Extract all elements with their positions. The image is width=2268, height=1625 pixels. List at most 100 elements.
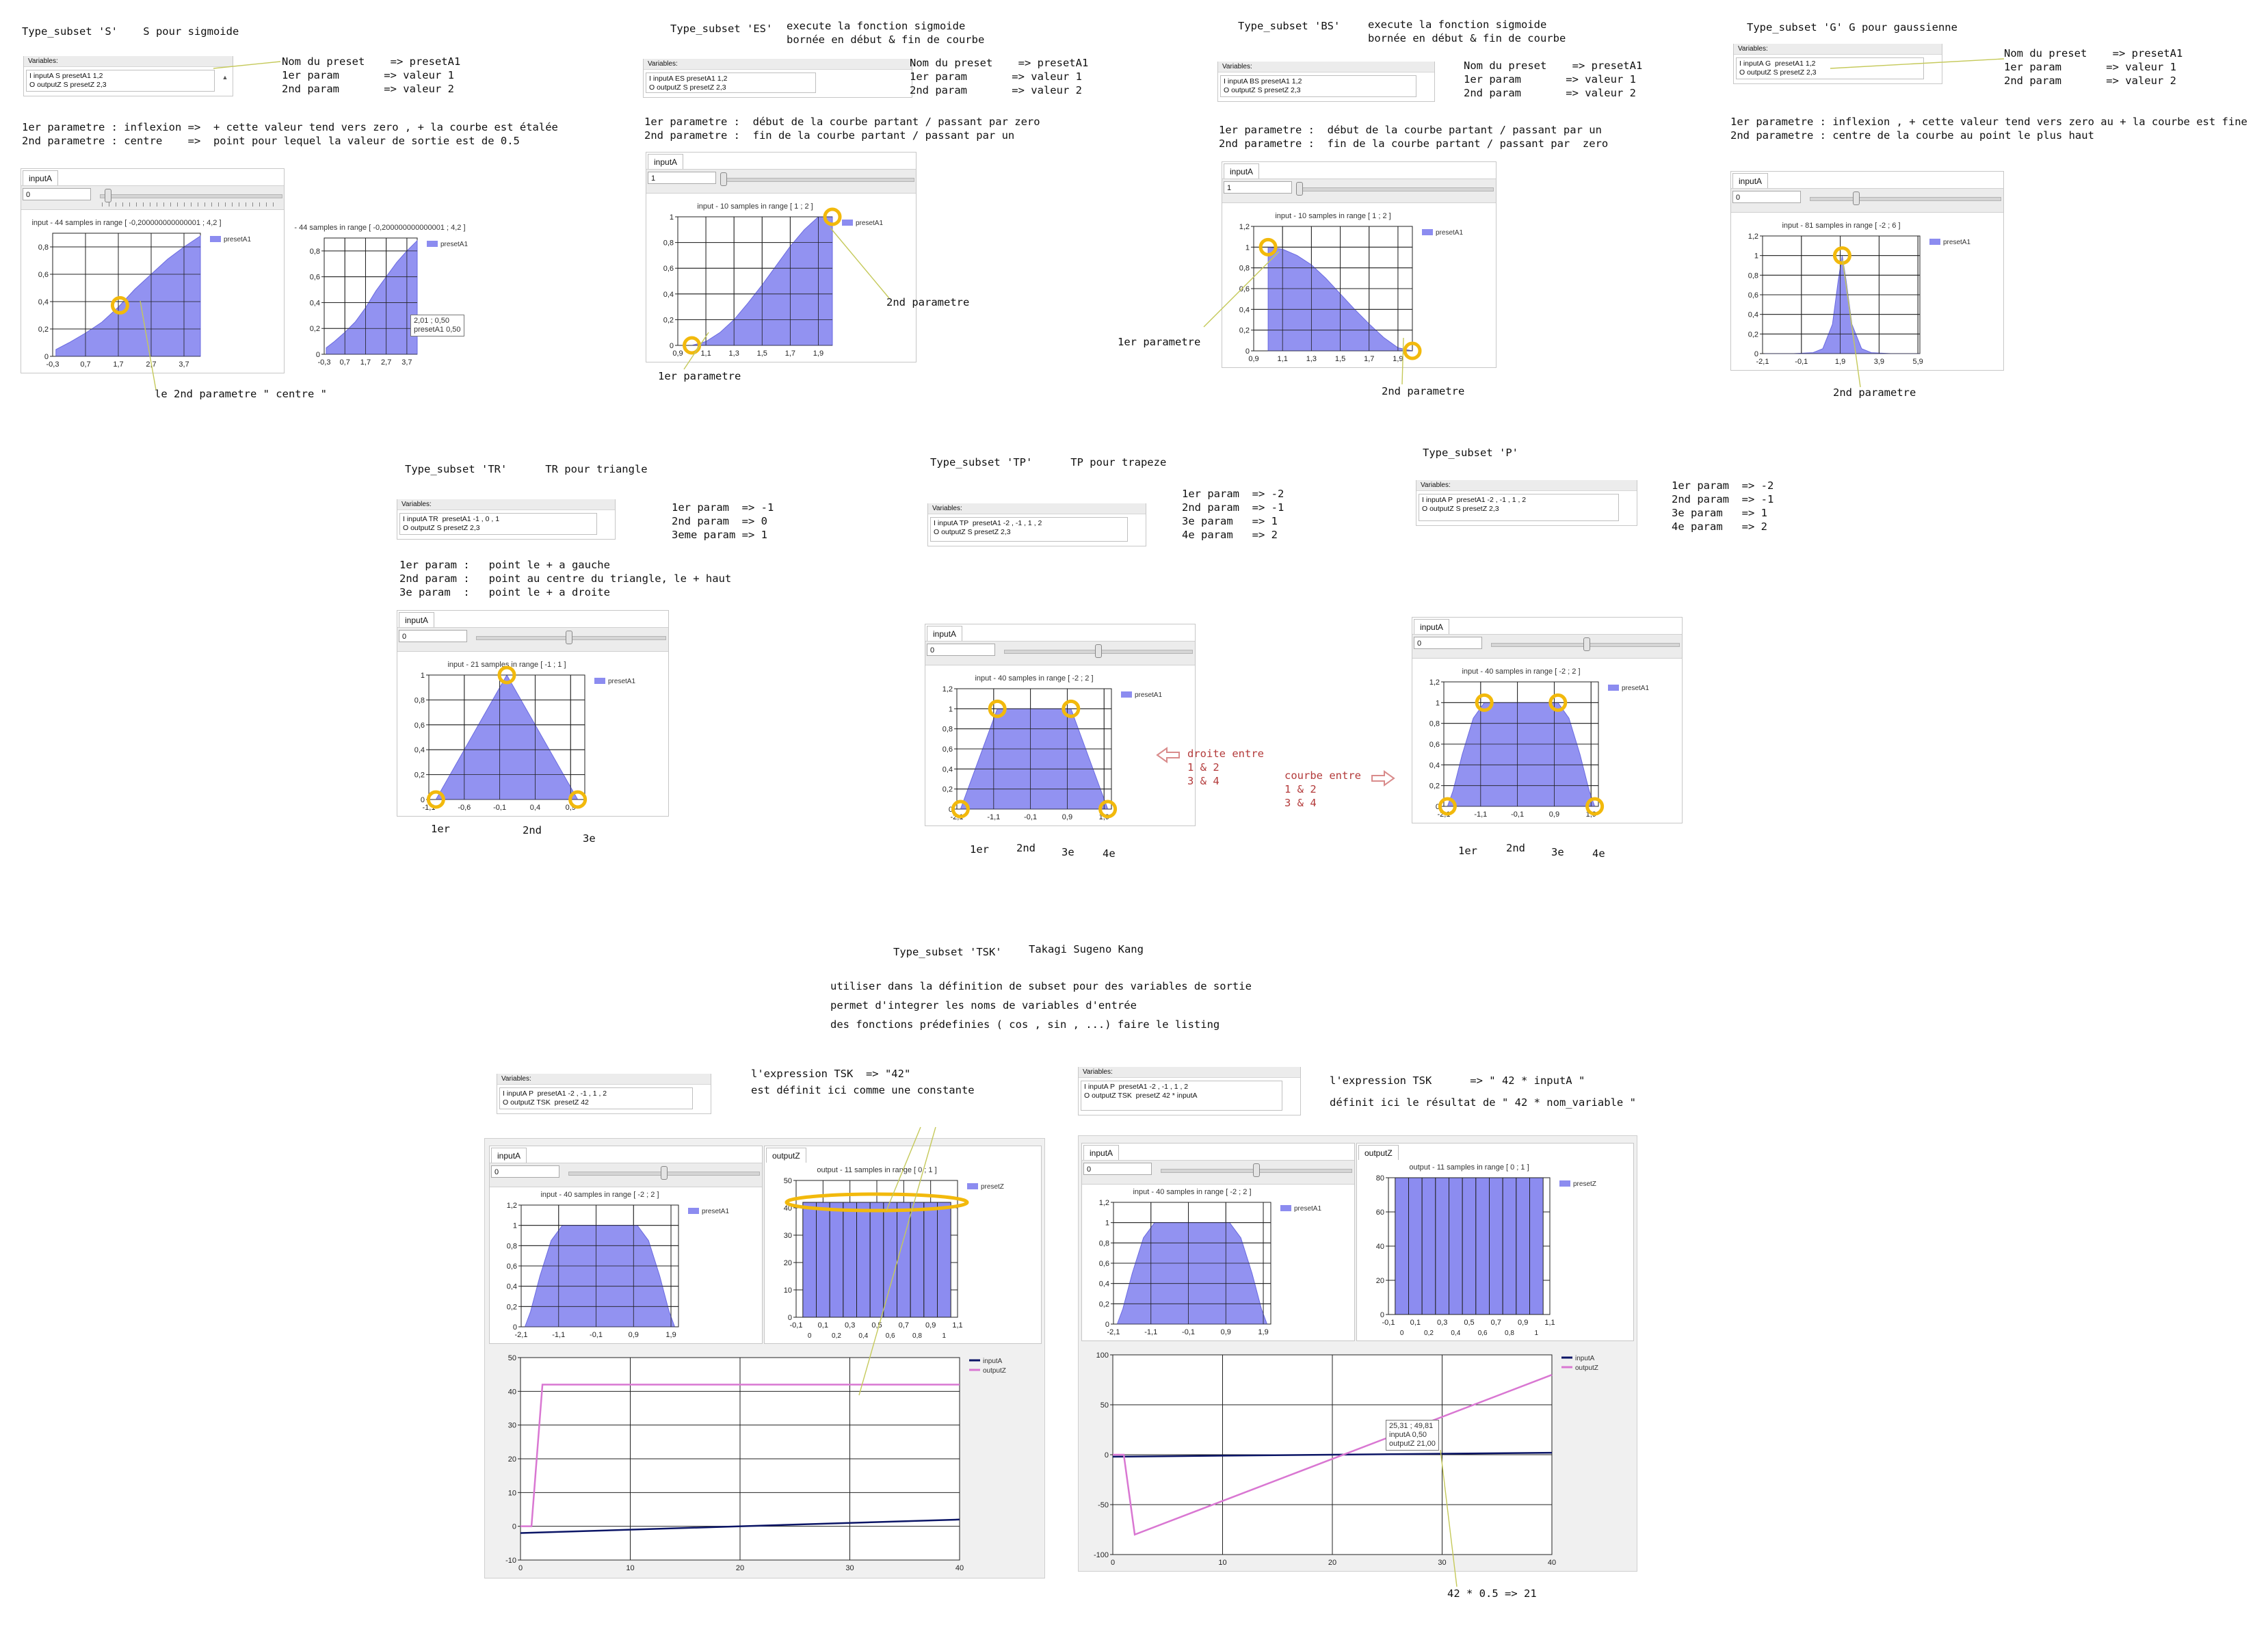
variables-line: O outputZ S presetZ 2,3 — [934, 528, 1011, 536]
value-field[interactable]: 0 — [23, 188, 91, 200]
tsk-left-variables-box[interactable]: Variables: I inputA P presetA1 -2 , -1 ,… — [497, 1074, 711, 1114]
value-field[interactable]: 0 — [1414, 637, 1482, 649]
x-tick-label: -0,1 — [1511, 810, 1524, 819]
slider-strip: 0 — [1412, 634, 1682, 659]
y-tick-label: 0,4 — [507, 1283, 517, 1291]
x-tick-label: 0,8 — [1505, 1330, 1514, 1337]
y-tick-label: 1 — [513, 1222, 517, 1230]
slider-thumb[interactable] — [1095, 644, 1102, 658]
es-variables-box[interactable]: Variables: I inputA ES presetA1 1,2 O out… — [643, 59, 912, 98]
x-tick-label: -1,1 — [987, 813, 1000, 821]
p-variables-box[interactable]: Variables: I inputA P presetA1 -2 , -1 ,… — [1416, 480, 1637, 526]
variables-list[interactable]: I inputA ES presetA1 1,2 O outputZ S pres… — [646, 72, 816, 93]
value-field[interactable]: 1 — [648, 172, 716, 184]
slider-track[interactable] — [1301, 187, 1494, 191]
value-field[interactable]: 0 — [1083, 1163, 1152, 1175]
tooltip-line: inputA 0,50 — [1389, 1431, 1427, 1439]
tab-inputA[interactable]: inputA — [491, 1148, 527, 1163]
scroll-up-icon[interactable]: ▲ — [222, 74, 228, 81]
intro-line: utiliser dans la définition de subset po… — [830, 980, 1252, 992]
x-tick-label: 0,8 — [912, 1332, 922, 1340]
note-line: est définit ici comme une constante — [751, 1084, 975, 1096]
y-tick-label: 0 — [1754, 350, 1758, 358]
x-tick-label: 1,5 — [1335, 355, 1345, 363]
tab-inputA[interactable]: inputA — [1224, 163, 1260, 179]
tab-inputA[interactable]: inputA — [648, 154, 684, 169]
slider-ticks — [102, 202, 280, 207]
x-tick-label: 1,5 — [757, 349, 767, 358]
variables-list[interactable]: I inputA BS presetA1 1,2 O outputZ S pres… — [1220, 75, 1416, 97]
variables-line: O outputZ TSK presetZ 42 — [503, 1098, 589, 1107]
variables-list[interactable]: I inputA S presetA1 1,2 O outputZ S prese… — [26, 70, 215, 92]
tab-outputZ[interactable]: outputZ — [766, 1148, 806, 1163]
slider-thumb[interactable] — [1853, 191, 1860, 205]
slider-track[interactable] — [725, 178, 914, 182]
tr-label-1er: 1er — [431, 823, 450, 835]
value-field[interactable]: 0 — [927, 644, 995, 656]
arrow-left-icon — [1156, 747, 1180, 763]
x-tick-label: 1,9 — [1835, 358, 1845, 366]
variables-list[interactable]: I inputA G presetA1 1,2 O outputZ S prese… — [1736, 57, 1924, 79]
highlight-ring — [110, 295, 129, 315]
y-tick-label: 0,8 — [414, 696, 425, 704]
x-tick-label: -0,1 — [1182, 1328, 1195, 1336]
tab-inputA[interactable]: inputA — [23, 170, 59, 185]
variables-header: Variables: — [397, 499, 615, 510]
g-variables-box[interactable]: Variables: I inputA G presetA1 1,2 O outp… — [1733, 44, 1942, 84]
tsk-left-output-chart: output - 11 samples in range [ 0 ; 1 ] 0 1… — [784, 1166, 1004, 1340]
legend-label: inputA — [983, 1358, 1003, 1365]
slider-strip: 0 — [21, 185, 284, 210]
s-variables-box[interactable]: Variables: I inputA S presetA1 1,2 O outp… — [23, 56, 233, 96]
tab-inputA[interactable]: inputA — [1732, 173, 1769, 188]
bs-desc: execute la fonction sigmoide bornée en dé… — [1368, 18, 1566, 45]
tab-inputA[interactable]: inputA — [1414, 619, 1450, 634]
tab-inputA[interactable]: inputA — [399, 612, 435, 627]
tp-variables-box[interactable]: Variables: I inputA TP presetA1 -2 , -1 … — [927, 503, 1146, 546]
note-line: 1er param => -2 — [1672, 479, 1774, 492]
value-field[interactable]: 0 — [1732, 191, 1801, 203]
value-field[interactable]: 0 — [491, 1165, 559, 1178]
slider-thumb[interactable] — [1296, 182, 1303, 196]
slider-thumb[interactable] — [1253, 1163, 1260, 1177]
highlight-ring — [1403, 341, 1422, 360]
legend-label: presetA1 — [440, 241, 468, 248]
tsk-right-variables-box[interactable]: Variables: I inputA P presetA1 -2 , -1 ,… — [1078, 1067, 1301, 1115]
tab-inputA[interactable]: inputA — [927, 626, 963, 641]
note-line: 1er param => valeur 1 — [910, 70, 1082, 83]
bs-variables-box[interactable]: Variables: I inputA BS presetA1 1,2 O out… — [1217, 62, 1435, 102]
slider-strip: 1 — [646, 169, 916, 194]
y-tick-label: 0,2 — [942, 786, 953, 794]
slider-thumb[interactable] — [720, 172, 727, 186]
legend-swatch — [1121, 691, 1132, 698]
slider-track[interactable] — [100, 194, 282, 198]
tab-inputA[interactable]: inputA — [1083, 1145, 1120, 1160]
tab-outputZ[interactable]: outputZ — [1358, 1145, 1399, 1160]
value-field[interactable]: 0 — [399, 630, 467, 642]
slider-track[interactable] — [1810, 197, 2001, 201]
slider-thumb[interactable] — [105, 189, 111, 202]
slider-thumb[interactable] — [1583, 637, 1590, 651]
tr-variables-box[interactable]: Variables: I inputA TR presetA1 -1 , 0 ,… — [397, 499, 616, 540]
bs-chart: input - 10 samples in range [ 1 ; 2 ]00,… — [1239, 212, 1464, 363]
tr-notes: 1er param : point le + a gauche 2nd param… — [399, 558, 731, 599]
value-field[interactable]: 1 — [1224, 181, 1292, 194]
y-tick-label: 0,4 — [663, 291, 674, 299]
tr-title: Type_subset 'TR' TR pour triangle — [405, 463, 648, 475]
x-tick-label: -0,1 — [1795, 358, 1808, 366]
slider-thumb[interactable] — [566, 631, 572, 644]
chart-title: input - 10 samples in range [ 1 ; 2 ] — [697, 202, 813, 211]
tp-label-1er: 1er — [970, 843, 989, 856]
slider-thumb[interactable] — [661, 1166, 668, 1180]
legend-label: outputZ — [983, 1367, 1006, 1375]
tp-aside-right: courbe entre 1 & 2 3 & 4 — [1284, 769, 1361, 810]
p-input-panel: inputA 0 input - 40 samples in range [ -… — [1412, 617, 1683, 823]
legend-label: presetA1 — [1294, 1205, 1321, 1213]
note-line: Nom du preset => presetA1 — [910, 57, 1089, 69]
